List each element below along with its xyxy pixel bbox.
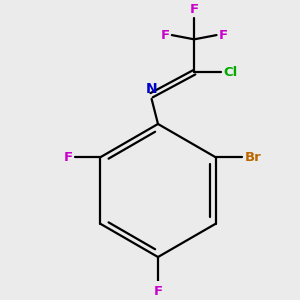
Text: F: F — [160, 28, 170, 42]
Text: N: N — [146, 82, 158, 96]
Text: Br: Br — [244, 151, 261, 164]
Text: F: F — [219, 28, 228, 42]
Text: F: F — [153, 285, 163, 298]
Text: F: F — [190, 3, 199, 16]
Text: Cl: Cl — [223, 66, 237, 79]
Text: F: F — [64, 151, 73, 164]
